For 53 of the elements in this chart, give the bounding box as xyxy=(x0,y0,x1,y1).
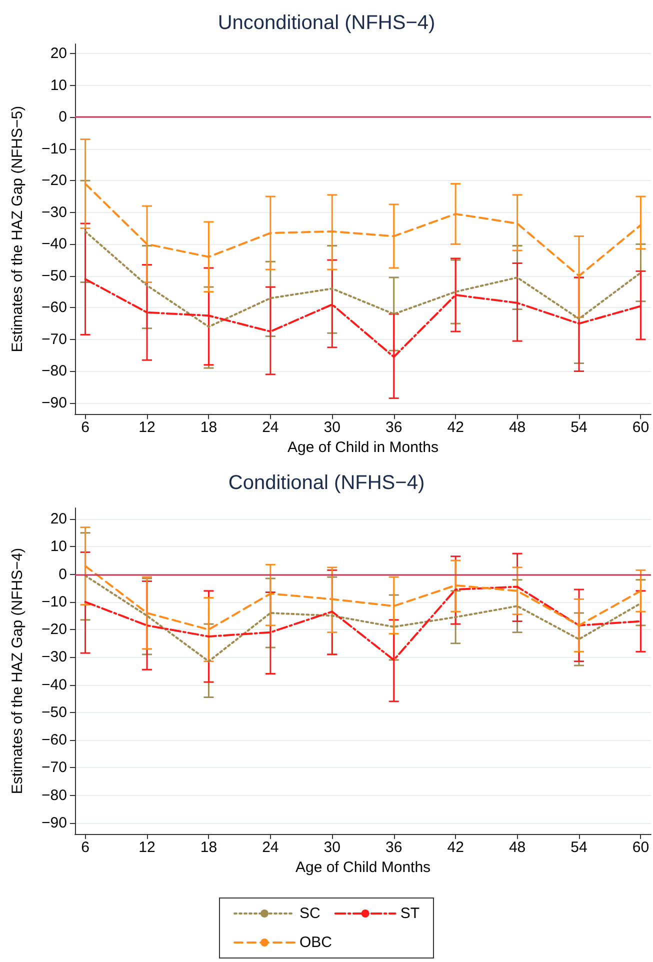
y-tick-label: −10 xyxy=(42,140,67,158)
x-tick-label: 60 xyxy=(632,419,650,436)
x-tick-label: 18 xyxy=(200,839,218,856)
x-tick-label: 42 xyxy=(447,419,464,436)
x-tick-label: 18 xyxy=(200,419,218,436)
x-tick-label: 42 xyxy=(447,839,464,856)
x-tick-label: 12 xyxy=(138,419,156,436)
y-tick-label: −70 xyxy=(42,330,67,348)
y-tick-label: 20 xyxy=(50,45,67,62)
y-tick-label: −20 xyxy=(42,172,67,190)
y-tick-label: 10 xyxy=(50,538,67,556)
x-tick-label: 48 xyxy=(508,839,526,856)
x-tick-label: 36 xyxy=(386,839,402,856)
y-tick-label: −30 xyxy=(42,648,67,666)
y-tick-label: −40 xyxy=(42,676,67,694)
x-tick-label: 30 xyxy=(324,839,340,856)
x-tick-label: 24 xyxy=(262,839,279,856)
x-tick-label: 48 xyxy=(508,419,526,436)
y-tick-label: 20 xyxy=(50,510,67,528)
x-tick-label: 24 xyxy=(262,419,279,436)
y-tick-label: −40 xyxy=(42,236,67,253)
y-tick-label: −90 xyxy=(42,394,67,412)
y-tick-label: −20 xyxy=(42,621,67,638)
y-tick-label: −70 xyxy=(42,759,67,776)
x-axis-title: Age of Child in Months xyxy=(288,439,438,456)
y-tick-label: −10 xyxy=(42,593,67,610)
y-tick-label: −80 xyxy=(42,362,67,380)
x-tick-label: 54 xyxy=(570,419,588,436)
y-tick-label: 10 xyxy=(50,76,67,94)
y-tick-label: −50 xyxy=(42,704,67,721)
y-tick-label: −60 xyxy=(42,732,67,749)
y-tick-label: −50 xyxy=(42,267,67,284)
y-axis-title: Estimates of the HAZ Gap (NFHS−4) xyxy=(9,548,26,794)
chart-title: Conditional (NFHS−4) xyxy=(228,472,425,494)
legend-label: ST xyxy=(400,905,420,922)
y-tick-label: 0 xyxy=(58,566,67,583)
y-axis-title: Estimates of the HAZ Gap (NFHS−5) xyxy=(9,106,26,352)
chart-title: Unconditional (NFHS−4) xyxy=(218,12,436,34)
x-tick-label: 30 xyxy=(324,419,340,436)
x-tick-label: 60 xyxy=(632,839,650,856)
x-tick-label: 6 xyxy=(81,839,90,856)
x-tick-label: 54 xyxy=(570,839,588,856)
x-axis-title: Age of Child Months xyxy=(295,858,431,876)
y-tick-label: −30 xyxy=(42,204,67,221)
legend-label: OBC xyxy=(300,934,332,951)
legend-label: SC xyxy=(300,905,321,922)
y-tick-label: −80 xyxy=(42,786,67,804)
x-tick-label: 6 xyxy=(81,419,90,436)
y-tick-label: 0 xyxy=(58,108,67,126)
x-tick-label: 12 xyxy=(138,839,156,856)
x-tick-label: 36 xyxy=(386,419,402,436)
y-tick-label: −90 xyxy=(42,814,67,832)
y-tick-label: −60 xyxy=(42,299,67,316)
